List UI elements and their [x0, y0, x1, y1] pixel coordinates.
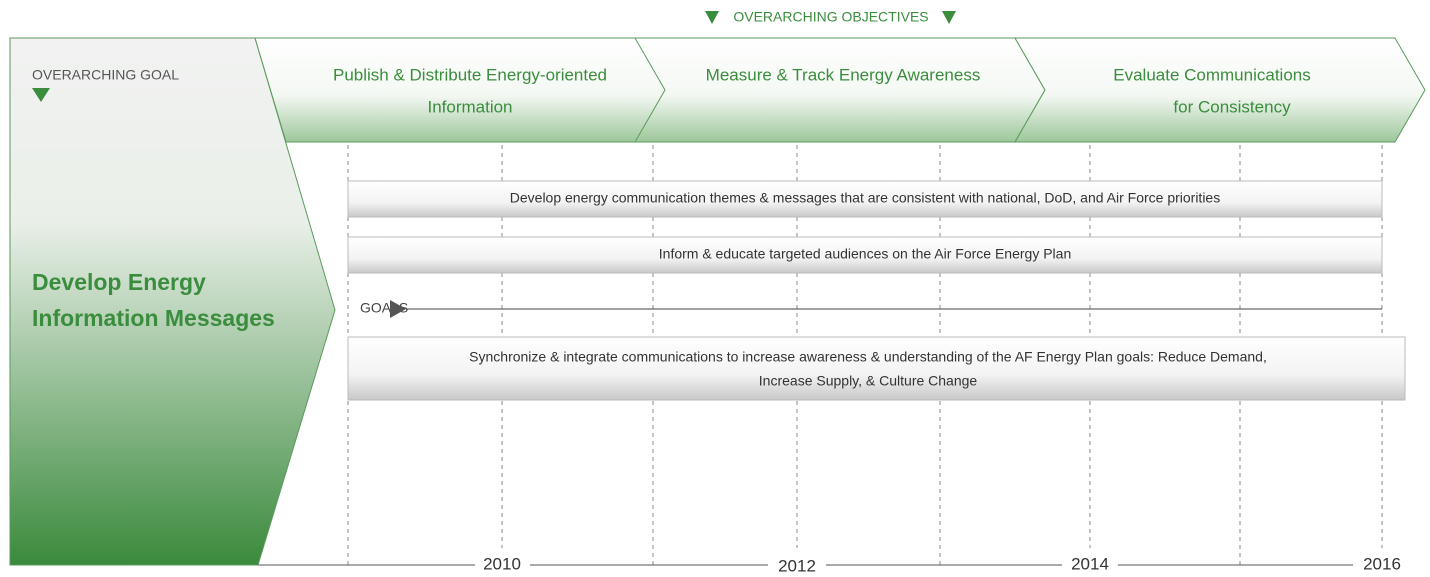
task: Develop energy communication themes & me… — [510, 190, 1220, 206]
year: 2016 — [1363, 554, 1401, 573]
year: 2012 — [778, 556, 816, 575]
task-bar — [347, 336, 1406, 401]
objective: Evaluate Communications — [1113, 65, 1310, 84]
objective: Information — [427, 97, 512, 116]
goal-panel — [9, 37, 336, 566]
triangle — [32, 88, 50, 102]
goal-line: Information Messages — [32, 305, 275, 331]
task: Synchronize & integrate communications t… — [469, 349, 1267, 365]
year: 2010 — [483, 554, 521, 573]
header: OVERARCHING OBJECTIVES — [705, 9, 956, 25]
task-bar — [347, 180, 1383, 218]
objective-chevron — [1014, 37, 1426, 143]
objectives-label: OVERARCHING OBJECTIVES — [733, 9, 928, 25]
objective: Measure & Track Energy Awareness — [706, 65, 981, 84]
goal-line: Develop Energy — [32, 269, 206, 295]
task: Inform & educate targeted audiences on t… — [659, 246, 1071, 262]
year: 2014 — [1071, 554, 1109, 573]
goal-label: OVERARCHING GOAL — [32, 67, 179, 83]
triangle — [942, 11, 956, 24]
task-bar — [347, 236, 1383, 274]
objective-chevron — [634, 37, 1046, 143]
triangle — [705, 11, 719, 24]
objective: Publish & Distribute Energy-oriented — [333, 65, 607, 84]
objective-chevron — [254, 37, 691, 143]
triangle — [390, 300, 406, 318]
task: Increase Supply, & Culture Change — [759, 373, 978, 389]
objective: for Consistency — [1173, 97, 1291, 116]
